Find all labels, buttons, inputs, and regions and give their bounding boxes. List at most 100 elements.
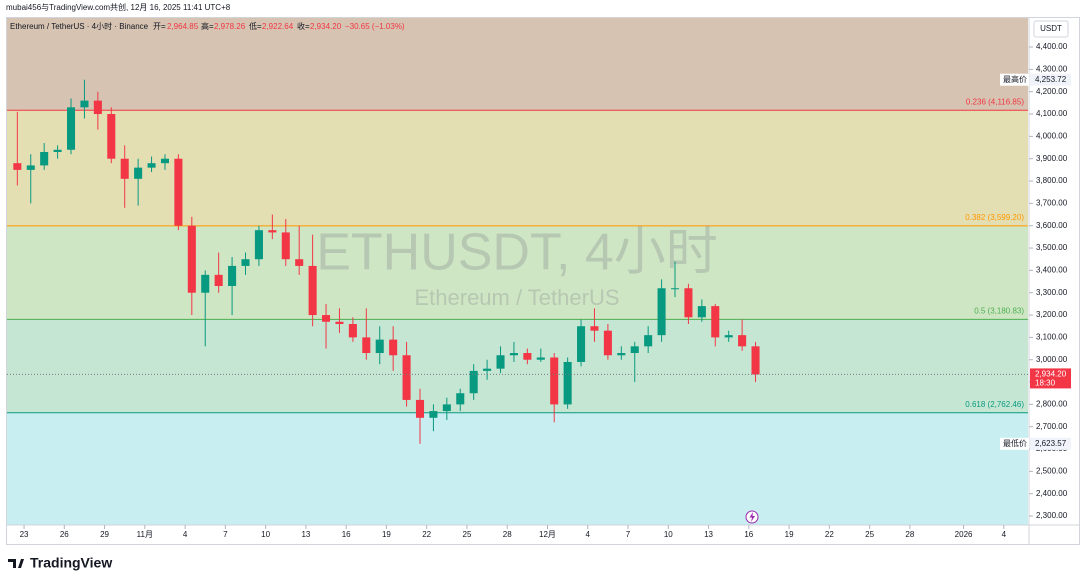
x-tick-label: 13 bbox=[704, 530, 713, 539]
marker-value: 2,623.57 bbox=[1035, 439, 1067, 448]
candle-body bbox=[254, 230, 263, 260]
x-tick-label: 22 bbox=[422, 530, 431, 539]
candle-body bbox=[523, 353, 532, 360]
candle-body bbox=[281, 232, 290, 260]
candle-body bbox=[228, 265, 237, 287]
candle-body bbox=[322, 315, 331, 322]
fib-band bbox=[7, 412, 1028, 525]
candle-body bbox=[187, 225, 196, 293]
y-tick-label: 3,100.00 bbox=[1036, 332, 1068, 341]
candle-body bbox=[66, 107, 76, 150]
marker-label: 最高价 bbox=[1003, 74, 1027, 84]
x-tick-label: 16 bbox=[342, 530, 351, 539]
marker-badge bbox=[1030, 437, 1071, 450]
marker-tag bbox=[1000, 73, 1029, 86]
candle-body bbox=[134, 167, 143, 179]
y-tick-label: 4,100.00 bbox=[1036, 109, 1068, 118]
x-tick-label: 19 bbox=[785, 530, 794, 539]
header-close: 2,934.20 bbox=[310, 22, 342, 31]
y-tick-label: 2,700.00 bbox=[1036, 422, 1068, 431]
x-tick-label: 19 bbox=[382, 530, 391, 539]
last-price: 2,934.20 bbox=[1035, 370, 1067, 379]
candle-body bbox=[550, 357, 559, 405]
currency[interactable]: USDT bbox=[1040, 24, 1062, 33]
marker-badge bbox=[1030, 73, 1071, 86]
header-change: −30.65 (−1.03%) bbox=[345, 22, 405, 31]
fib-label: 0.5 (3,180.83) bbox=[974, 306, 1024, 315]
header-low: 2,922.64 bbox=[262, 22, 294, 31]
fib-label: 0.382 (3,599.20) bbox=[965, 213, 1024, 222]
y-tick-label: 2,800.00 bbox=[1036, 400, 1068, 409]
candle-body bbox=[40, 152, 49, 166]
fib-band bbox=[7, 225, 1028, 320]
candle-body bbox=[80, 100, 89, 108]
fib-band bbox=[7, 110, 1028, 226]
x-tick-label: 10 bbox=[261, 530, 270, 539]
marker-value: 4,253.72 bbox=[1035, 75, 1067, 84]
candle-body bbox=[389, 339, 398, 356]
logo-text: TradingView bbox=[30, 555, 112, 571]
candle-body bbox=[603, 330, 612, 356]
candle-body bbox=[577, 326, 586, 362]
x-tick-label: 4 bbox=[586, 530, 591, 539]
marker-label: 最低价 bbox=[1003, 438, 1027, 448]
header-high-label: 高= bbox=[201, 21, 214, 31]
header-symbol: Ethereum / TetherUS · 4小时 · Binance bbox=[10, 21, 149, 31]
candle-body bbox=[536, 357, 545, 360]
x-tick-label: 7 bbox=[626, 530, 631, 539]
x-tick-label: 25 bbox=[865, 530, 874, 539]
x-tick-label: 29 bbox=[100, 530, 109, 539]
candle-body bbox=[630, 346, 639, 354]
marker-tag bbox=[1000, 437, 1029, 450]
candle-body bbox=[590, 326, 599, 331]
credit: mubai456与TradingView.com共创, 12月 16, 2025… bbox=[6, 2, 231, 12]
fib-band bbox=[7, 319, 1028, 413]
candle-body bbox=[670, 288, 680, 290]
candle-body bbox=[657, 288, 666, 336]
header-open: 2,964.85 bbox=[167, 22, 199, 31]
candle-body bbox=[107, 114, 116, 159]
candle-body bbox=[415, 399, 425, 418]
x-tick-label: 2026 bbox=[955, 530, 973, 539]
candle-body bbox=[711, 306, 720, 338]
x-tick-label: 11月 bbox=[137, 530, 153, 539]
header-high: 2,978.26 bbox=[214, 22, 246, 31]
y-tick-label: 4,300.00 bbox=[1036, 64, 1068, 73]
candle-body bbox=[751, 346, 760, 375]
logo: TradingView bbox=[8, 555, 112, 571]
candle-body bbox=[308, 265, 317, 316]
x-tick-label: 25 bbox=[463, 530, 472, 539]
candle-body bbox=[13, 163, 22, 170]
candle-body bbox=[93, 100, 102, 115]
header-open-label: 开= bbox=[153, 22, 166, 31]
y-tick-label: 3,500.00 bbox=[1036, 243, 1068, 252]
candle-body bbox=[268, 230, 277, 233]
y-tick-label: 4,000.00 bbox=[1036, 131, 1068, 140]
y-tick-label: 3,000.00 bbox=[1036, 355, 1068, 364]
y-tick-label: 2,300.00 bbox=[1036, 511, 1068, 520]
x-tick-label: 26 bbox=[60, 530, 69, 539]
fib-label: 0.236 (4,116.85) bbox=[966, 97, 1024, 106]
header-close-label: 收= bbox=[297, 21, 310, 31]
candle-body bbox=[724, 335, 733, 338]
x-tick-label: 4 bbox=[1002, 530, 1007, 539]
candle-body bbox=[456, 393, 465, 405]
y-tick-label: 2,500.00 bbox=[1036, 467, 1068, 476]
candle-body bbox=[469, 370, 478, 394]
y-tick-label: 3,600.00 bbox=[1036, 221, 1068, 230]
watermark-sub: Ethereum / TetherUS bbox=[414, 285, 619, 310]
y-tick-label: 4,200.00 bbox=[1036, 87, 1068, 96]
currency-button[interactable] bbox=[1033, 20, 1069, 38]
candle-body bbox=[201, 274, 210, 293]
candle-body bbox=[160, 158, 170, 164]
fib-label: 0.618 (2,762.46) bbox=[965, 400, 1024, 409]
x-tick-label: 22 bbox=[825, 530, 834, 539]
candle-body bbox=[496, 355, 505, 369]
y-tick-label: 3,700.00 bbox=[1036, 198, 1068, 207]
candle-body bbox=[429, 411, 438, 418]
candle-body bbox=[26, 165, 35, 170]
x-tick-label: 23 bbox=[20, 530, 29, 539]
candle-body bbox=[697, 306, 706, 318]
x-tick-label: 28 bbox=[905, 530, 914, 539]
